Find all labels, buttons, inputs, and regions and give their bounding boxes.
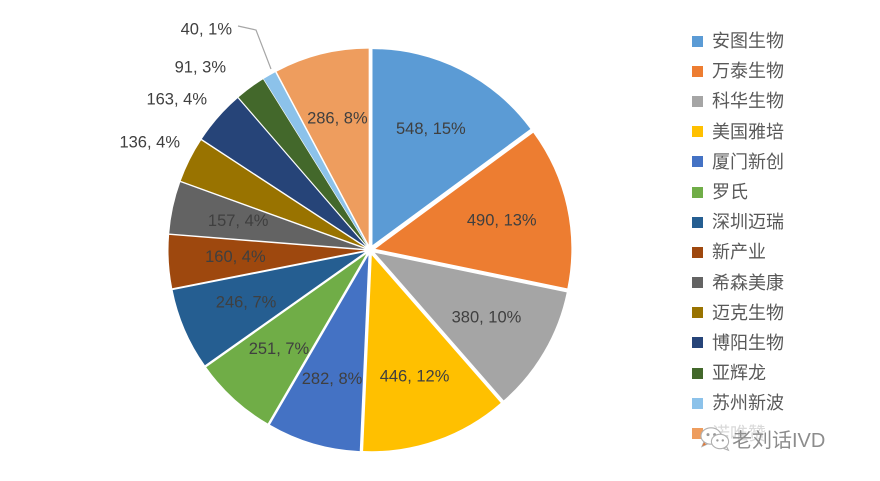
legend-swatch — [692, 186, 703, 198]
pie-slice[interactable] — [172, 252, 365, 366]
pie-data-label: 91, 3% — [175, 58, 227, 76]
pie-slice[interactable] — [372, 49, 531, 246]
pie-data-label: 446, 12% — [380, 368, 450, 386]
legend-item[interactable]: 厦门新创 — [692, 147, 877, 177]
pie-slice[interactable] — [238, 79, 367, 246]
pie-slice[interactable] — [363, 255, 501, 452]
legend-item[interactable]: 深圳迈瑞 — [692, 207, 877, 237]
leader-line-group — [237, 25, 272, 70]
legend-item[interactable]: 安图生物 — [692, 26, 877, 56]
pie-slice[interactable] — [168, 234, 365, 289]
pie-data-label-group: 548, 15% 490, 13% 380, 10% 446, 12% 282, 8% 2… — [119, 20, 536, 387]
legend-label: 希森美康 — [712, 272, 784, 293]
legend-swatch — [692, 367, 703, 379]
pie-slice[interactable] — [206, 254, 367, 424]
legend-item[interactable]: 希森美康 — [692, 268, 877, 298]
pie-slice[interactable] — [276, 48, 369, 245]
pie-slice[interactable] — [374, 252, 567, 401]
pie-data-label: 380, 10% — [452, 308, 522, 326]
legend-swatch — [692, 65, 703, 77]
legend-label: 厦门新创 — [712, 151, 784, 172]
pie-slice[interactable] — [169, 182, 365, 249]
pie-data-label: 40, 1% — [181, 20, 233, 38]
legend-label: 万泰生物 — [712, 61, 784, 82]
legend-item[interactable]: 科华生物 — [692, 86, 877, 116]
pie-slice-group — [168, 48, 572, 452]
legend-swatch — [692, 337, 703, 349]
legend-swatch — [692, 216, 703, 228]
legend-item[interactable]: 亚辉龙 — [692, 358, 877, 388]
legend-label: 亚辉龙 — [712, 363, 766, 384]
legend-item[interactable]: 博阳生物 — [692, 328, 877, 358]
legend-swatch — [692, 35, 703, 47]
pie-data-label: 163, 4% — [146, 90, 207, 108]
pie-data-label: 251, 7% — [249, 340, 310, 358]
legend-item[interactable]: 罗氏 — [692, 177, 877, 207]
legend-label: 深圳迈瑞 — [712, 212, 784, 233]
legend-item[interactable]: 诺唯赞 — [692, 418, 877, 448]
legend-swatch — [692, 428, 703, 440]
legend-item[interactable]: 苏州新波 — [692, 388, 877, 418]
legend-item[interactable]: 迈克生物 — [692, 298, 877, 328]
legend-label: 安图生物 — [712, 31, 784, 52]
legend: 安图生物万泰生物科华生物美国雅培厦门新创罗氏深圳迈瑞新产业希森美康迈克生物博阳生… — [692, 26, 877, 449]
legend-label: 苏州新波 — [712, 393, 784, 414]
pie-data-label: 246, 7% — [216, 294, 277, 312]
pie-data-label: 157, 4% — [208, 212, 269, 230]
pie-svg: 548, 15% 490, 13% 380, 10% 446, 12% 282, 8% 2… — [119, 20, 572, 452]
legend-item[interactable]: 美国雅培 — [692, 117, 877, 147]
legend-item[interactable]: 万泰生物 — [692, 56, 877, 86]
pie-data-label: 548, 15% — [396, 120, 466, 138]
legend-item[interactable]: 新产业 — [692, 237, 877, 267]
pie-plot-area: 548, 15% 490, 13% 380, 10% 446, 12% 282, 8% 2… — [119, 20, 572, 452]
pie-data-label: 282, 8% — [302, 370, 363, 388]
pie-data-label: 136, 4% — [119, 133, 180, 151]
pie-slice[interactable] — [180, 140, 366, 248]
leader-line — [237, 25, 272, 70]
legend-swatch — [692, 277, 703, 289]
pie-slice[interactable] — [375, 132, 572, 289]
legend-swatch — [692, 95, 703, 107]
pie-slice[interactable] — [263, 72, 368, 246]
legend-label: 迈克生物 — [712, 302, 784, 323]
legend-label: 罗氏 — [712, 182, 748, 203]
pie-slice[interactable] — [269, 255, 369, 452]
pie-data-label: 160, 4% — [205, 248, 266, 266]
pie-data-label: 490, 13% — [467, 212, 537, 230]
legend-label: 美国雅培 — [712, 121, 784, 142]
legend-label: 诺唯赞 — [712, 423, 766, 444]
legend-swatch — [692, 307, 703, 319]
legend-swatch — [692, 126, 703, 138]
legend-label: 博阳生物 — [712, 332, 784, 353]
legend-label: 科华生物 — [712, 91, 784, 112]
pie-slice[interactable] — [201, 98, 366, 247]
legend-swatch — [692, 397, 703, 409]
pie-data-label: 286, 8% — [307, 110, 368, 128]
legend-label: 新产业 — [712, 242, 766, 263]
legend-swatch — [692, 246, 703, 258]
legend-swatch — [692, 156, 703, 168]
